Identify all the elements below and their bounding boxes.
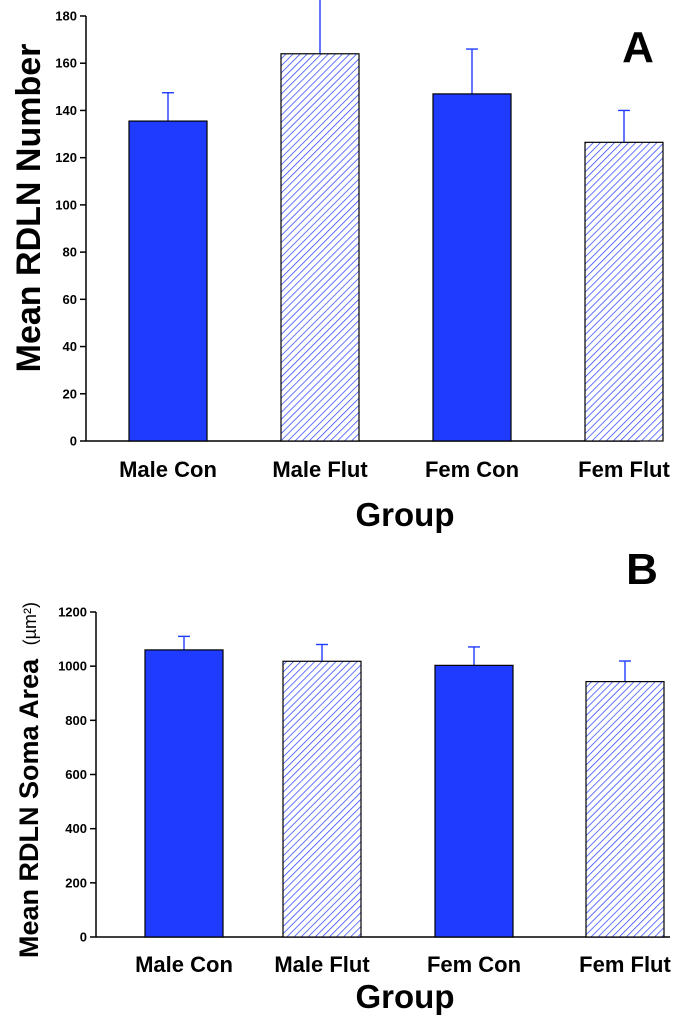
chart-b-panel-letter: B bbox=[626, 545, 658, 594]
chart-b-ytick-label-2: 400 bbox=[65, 821, 87, 836]
chart-a-ytick-label-5: 100 bbox=[55, 197, 77, 212]
chart-a-xlabel: Group bbox=[356, 496, 455, 533]
chart-b-ytick-label-4: 800 bbox=[65, 713, 87, 728]
chart-a-ytick-label-0: 0 bbox=[70, 434, 77, 449]
chart-a-ytick-label-3: 60 bbox=[63, 292, 77, 307]
chart-b-category-label-0: Male Con bbox=[135, 952, 233, 977]
chart-a-ytick-label-4: 80 bbox=[63, 245, 77, 260]
chart-a-category-label-0: Male Con bbox=[119, 457, 217, 482]
chart-a-marks: 0 20 40 60 80 100 120 140 160 180 Male Con Male Flu… bbox=[55, 0, 671, 482]
chart-a-bar-3 bbox=[584, 141, 664, 442]
chart-b-ylabel-text: Mean RDLN Soma Area bbox=[14, 658, 44, 958]
chart-b-ylabel: Mean RDLN Soma Area (µm²) bbox=[14, 602, 44, 958]
chart-a-ytick-label-6: 120 bbox=[55, 150, 77, 165]
chart-b-xlabel: Group bbox=[356, 978, 455, 1015]
chart-b-ytick-label-3: 600 bbox=[65, 767, 87, 782]
chart-a-panel-letter: A bbox=[622, 23, 654, 72]
chart-a-ylabel: Mean RDLN Number bbox=[10, 44, 48, 373]
chart-b-category-label-2: Fem Con bbox=[427, 952, 521, 977]
chart-b-bar-2 bbox=[434, 664, 514, 938]
chart-a: 0 20 40 60 80 100 120 140 160 180 Male Con Male Flu… bbox=[10, 0, 671, 533]
chart-b-ylabel-unit: (µm²) bbox=[20, 602, 40, 645]
chart-b-category-label-1: Male Flut bbox=[274, 952, 370, 977]
chart-b-bar-0 bbox=[144, 649, 224, 938]
chart-b: 0 200 400 600 800 1000 1200 Male Con Male Flut Fe… bbox=[14, 545, 672, 1015]
chart-a-ytick-label-2: 40 bbox=[63, 339, 77, 354]
chart-b-bar-1 bbox=[282, 660, 362, 938]
chart-a-category-label-3: Fem Flut bbox=[578, 457, 670, 482]
chart-b-ytick-label-6: 1200 bbox=[58, 605, 87, 620]
chart-b-ytick-label-1: 200 bbox=[65, 875, 87, 890]
chart-a-ytick-label-7: 140 bbox=[55, 103, 77, 118]
chart-b-marks: 0 200 400 600 800 1000 1200 Male Con Male Flut Fe… bbox=[58, 605, 671, 978]
chart-a-bar-1 bbox=[280, 53, 360, 442]
chart-a-category-label-1: Male Flut bbox=[272, 457, 368, 482]
chart-a-bar-2 bbox=[432, 93, 512, 442]
chart-b-ytick-label-5: 1000 bbox=[58, 659, 87, 674]
chart-b-bar-3 bbox=[585, 681, 665, 938]
chart-a-category-label-2: Fem Con bbox=[425, 457, 519, 482]
chart-a-bar-0 bbox=[128, 120, 208, 442]
chart-a-ytick-label-8: 160 bbox=[55, 56, 77, 71]
chart-b-category-label-3: Fem Flut bbox=[579, 952, 671, 977]
chart-a-ytick-label-9: 180 bbox=[55, 9, 77, 24]
chart-a-ytick-label-1: 20 bbox=[63, 386, 77, 401]
chart-b-ytick-label-0: 0 bbox=[80, 930, 87, 945]
